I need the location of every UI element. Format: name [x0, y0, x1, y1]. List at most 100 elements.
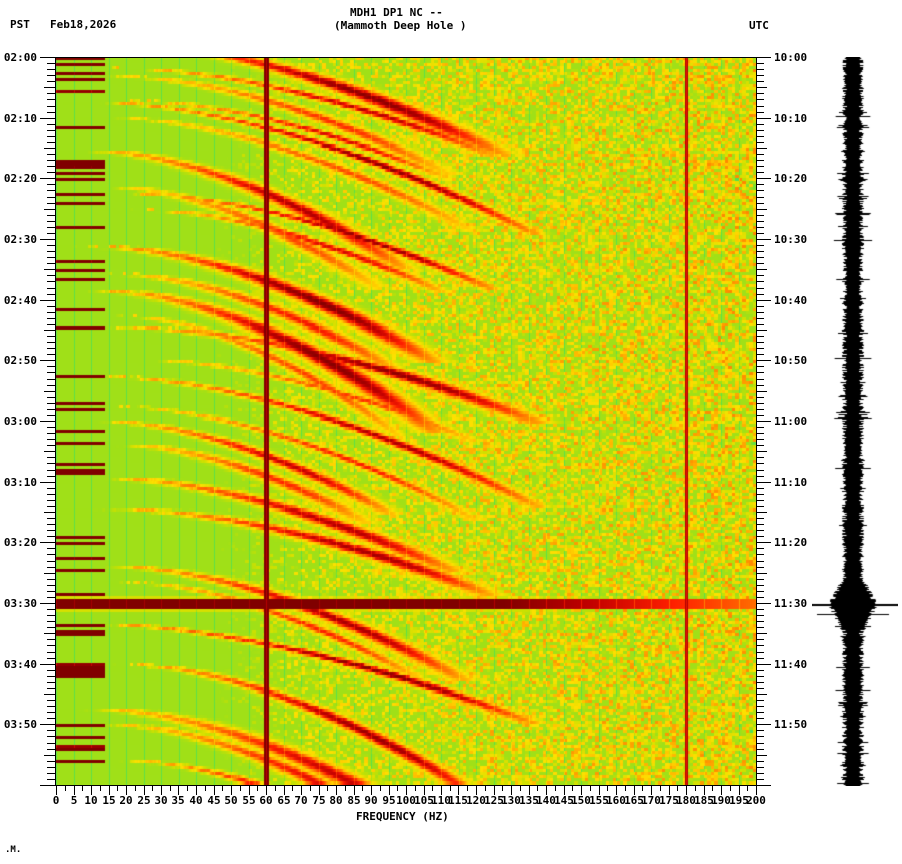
time-tick-right: [756, 730, 764, 731]
time-tick-left: [47, 203, 55, 204]
time-label-right: 10:20: [774, 172, 808, 185]
time-tick-right: [756, 512, 767, 513]
frequency-label: 190: [711, 794, 731, 807]
time-tick-right: [756, 488, 764, 489]
time-tick-left: [47, 518, 55, 519]
frequency-label: 85: [347, 794, 361, 807]
time-tick-right: [756, 494, 764, 495]
frequency-label: 165: [624, 794, 644, 807]
spectrogram-canvas: [56, 57, 756, 785]
frequency-tick: [336, 785, 337, 795]
time-tick-left: [47, 233, 55, 234]
frequency-tick-minor: [537, 785, 538, 791]
frequency-tick: [144, 785, 145, 795]
frequency-label: 130: [501, 794, 521, 807]
time-tick-right: [756, 603, 771, 604]
time-tick-left: [44, 694, 55, 695]
time-tick-left: [47, 294, 55, 295]
frequency-label: 15: [102, 794, 116, 807]
time-tick-right: [756, 457, 764, 458]
frequency-tick: [301, 785, 302, 795]
seismogram-trace[interactable]: [812, 57, 898, 786]
time-tick-left: [47, 397, 55, 398]
frequency-tick: [371, 785, 372, 795]
frequency-label: 115: [448, 794, 468, 807]
time-tick-right: [756, 761, 764, 762]
time-tick-right: [756, 318, 764, 319]
time-tick-left: [47, 354, 55, 355]
time-label-right: 10:00: [774, 51, 808, 64]
time-tick-right: [756, 136, 764, 137]
time-tick-right: [756, 300, 771, 301]
time-tick-left: [47, 773, 55, 774]
time-tick-right: [756, 542, 771, 543]
frequency-label: 145: [554, 794, 574, 807]
time-tick-left: [44, 755, 55, 756]
time-tick-left: [47, 609, 55, 610]
time-tick-left: [44, 87, 55, 88]
time-tick-right: [756, 93, 764, 94]
time-tick-left: [47, 336, 55, 337]
time-tick-right: [756, 749, 764, 750]
time-tick-right: [756, 609, 764, 610]
time-tick-left: [47, 536, 55, 537]
time-label-left: 03:50: [3, 718, 37, 731]
time-tick-left: [47, 112, 55, 113]
frequency-tick-minor: [117, 785, 118, 791]
time-label-left: 02:10: [3, 112, 37, 125]
time-tick-right: [756, 682, 764, 683]
frequency-tick-minor: [362, 785, 363, 791]
time-tick-right: [756, 263, 764, 264]
time-tick-left: [47, 366, 55, 367]
time-label-right: 11:50: [774, 718, 808, 731]
time-tick-left: [47, 324, 55, 325]
spectrogram-plot[interactable]: [56, 57, 756, 785]
time-tick-left: [47, 427, 55, 428]
frequency-tick: [91, 785, 92, 795]
time-tick-left: [47, 621, 55, 622]
time-tick-left: [47, 688, 55, 689]
frequency-tick-minor: [642, 785, 643, 791]
frequency-label: 200: [746, 794, 766, 807]
time-tick-right: [756, 57, 771, 58]
time-tick-left: [47, 190, 55, 191]
frequency-tick-minor: [240, 785, 241, 791]
time-tick-right: [756, 597, 764, 598]
frequency-tick: [476, 785, 477, 795]
frequency-tick: [389, 785, 390, 795]
frequency-tick-minor: [222, 785, 223, 791]
time-tick-left: [47, 494, 55, 495]
frequency-tick: [581, 785, 582, 795]
time-tick-left: [47, 93, 55, 94]
time-tick-left: [47, 160, 55, 161]
frequency-tick: [616, 785, 617, 795]
time-tick-left: [47, 718, 55, 719]
frequency-label: 20: [119, 794, 133, 807]
time-tick-left: [47, 700, 55, 701]
frequency-tick: [74, 785, 75, 795]
time-tick-left: [47, 615, 55, 616]
frequency-tick-minor: [520, 785, 521, 791]
time-tick-right: [756, 294, 764, 295]
time-tick-right: [756, 154, 764, 155]
frequency-tick: [669, 785, 670, 795]
frequency-tick-minor: [467, 785, 468, 791]
timezone-label-utc: UTC: [749, 19, 769, 32]
time-tick-left: [47, 488, 55, 489]
time-tick-left: [47, 554, 55, 555]
time-tick-left: [47, 463, 55, 464]
time-tick-right: [756, 736, 764, 737]
time-tick-right: [756, 257, 764, 258]
time-tick-left: [47, 263, 55, 264]
time-tick-right: [756, 518, 764, 519]
time-tick-left: [47, 652, 55, 653]
frequency-tick: [721, 785, 722, 795]
time-tick-left: [44, 633, 55, 634]
time-tick-left: [47, 275, 55, 276]
time-tick-left: [47, 439, 55, 440]
frequency-label: 40: [189, 794, 203, 807]
frequency-label: 185: [694, 794, 714, 807]
time-tick-right: [756, 591, 764, 592]
time-tick-left: [47, 749, 55, 750]
time-tick-right: [756, 81, 764, 82]
